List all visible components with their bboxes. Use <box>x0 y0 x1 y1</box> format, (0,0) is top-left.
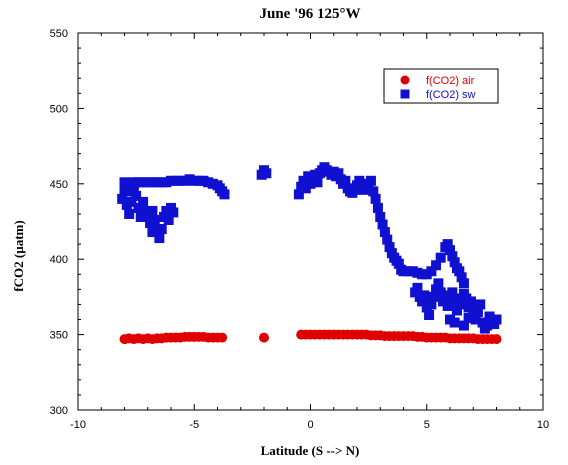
data-point <box>365 175 376 186</box>
data-point <box>442 300 453 311</box>
data-point <box>463 313 474 324</box>
x-tick-label: 5 <box>424 419 430 431</box>
data-point <box>451 305 462 316</box>
data-point <box>138 196 149 207</box>
data-point <box>449 257 460 268</box>
data-marks <box>117 162 502 345</box>
data-point <box>465 296 476 307</box>
data-point <box>393 258 404 269</box>
data-point <box>124 208 135 219</box>
y-tick-label: 300 <box>50 405 68 417</box>
data-point <box>433 278 444 289</box>
series-sw <box>117 162 502 334</box>
data-point <box>458 278 469 289</box>
data-point <box>219 189 230 200</box>
data-point <box>142 211 153 222</box>
data-point <box>431 260 442 271</box>
data-point <box>147 205 158 216</box>
data-point <box>426 299 437 310</box>
data-point <box>449 317 460 328</box>
data-point <box>131 190 142 201</box>
data-point <box>375 211 386 222</box>
data-point <box>163 214 174 225</box>
data-point <box>384 242 395 253</box>
x-axis-label: Latitude (S --> N) <box>261 443 360 458</box>
data-point <box>340 175 351 186</box>
data-point <box>154 233 165 244</box>
data-point <box>442 239 453 250</box>
data-point <box>333 168 344 179</box>
y-tick-label: 350 <box>50 330 68 342</box>
data-point <box>417 296 428 307</box>
y-tick-label: 550 <box>50 28 68 40</box>
data-point <box>435 252 446 263</box>
data-point <box>475 299 486 310</box>
x-tick-label: -5 <box>189 419 199 431</box>
data-point <box>447 287 458 298</box>
data-point <box>472 306 483 317</box>
data-point <box>293 189 304 200</box>
data-point <box>454 266 465 277</box>
axis-ticks: -10 -5 0 5 10 300 350 400 450 500 550 <box>50 28 549 431</box>
data-point <box>382 234 393 245</box>
data-point <box>491 314 502 325</box>
legend-label: f(CO2) air <box>426 75 475 87</box>
y-tick-label: 400 <box>50 254 68 266</box>
data-point <box>368 186 379 197</box>
data-point <box>377 219 388 230</box>
data-point <box>372 202 383 213</box>
data-point <box>133 202 144 213</box>
data-point <box>117 193 128 204</box>
data-point <box>140 205 151 216</box>
data-point <box>259 332 269 343</box>
data-point <box>261 168 272 179</box>
x-tick-label: -10 <box>70 419 86 431</box>
legend-marker-sw <box>400 89 410 99</box>
data-point <box>458 320 469 331</box>
data-point <box>168 207 179 218</box>
chart-title: June '96 125°W <box>259 6 360 22</box>
data-point <box>156 224 167 235</box>
legend-marker-air <box>400 75 410 85</box>
data-point <box>424 309 435 320</box>
data-point <box>217 332 228 343</box>
data-point <box>456 272 467 283</box>
data-point <box>447 251 458 262</box>
data-point <box>312 177 323 188</box>
x-tick-label: 0 <box>307 419 313 431</box>
data-point <box>119 177 130 188</box>
data-point <box>428 291 439 302</box>
data-point <box>149 214 160 225</box>
data-point <box>135 211 146 222</box>
data-point <box>470 314 481 325</box>
y-tick-label: 450 <box>50 179 68 191</box>
y-axis-label: fCO2 (µatm) <box>11 220 26 291</box>
data-point <box>370 193 381 204</box>
legend-label: f(CO2) sw <box>426 89 476 101</box>
series-air <box>119 329 502 345</box>
data-point <box>419 290 430 301</box>
data-point <box>126 196 137 207</box>
data-point <box>426 266 437 277</box>
data-point <box>379 227 390 238</box>
data-point <box>354 175 365 186</box>
data-point <box>445 245 455 256</box>
y-tick-label: 500 <box>50 103 68 115</box>
data-point <box>454 299 465 310</box>
data-point <box>491 334 502 345</box>
data-point <box>412 282 423 293</box>
data-point <box>482 320 493 331</box>
x-tick-label: 10 <box>537 419 549 431</box>
legend: f(CO2) air f(CO2) sw <box>383 68 499 104</box>
